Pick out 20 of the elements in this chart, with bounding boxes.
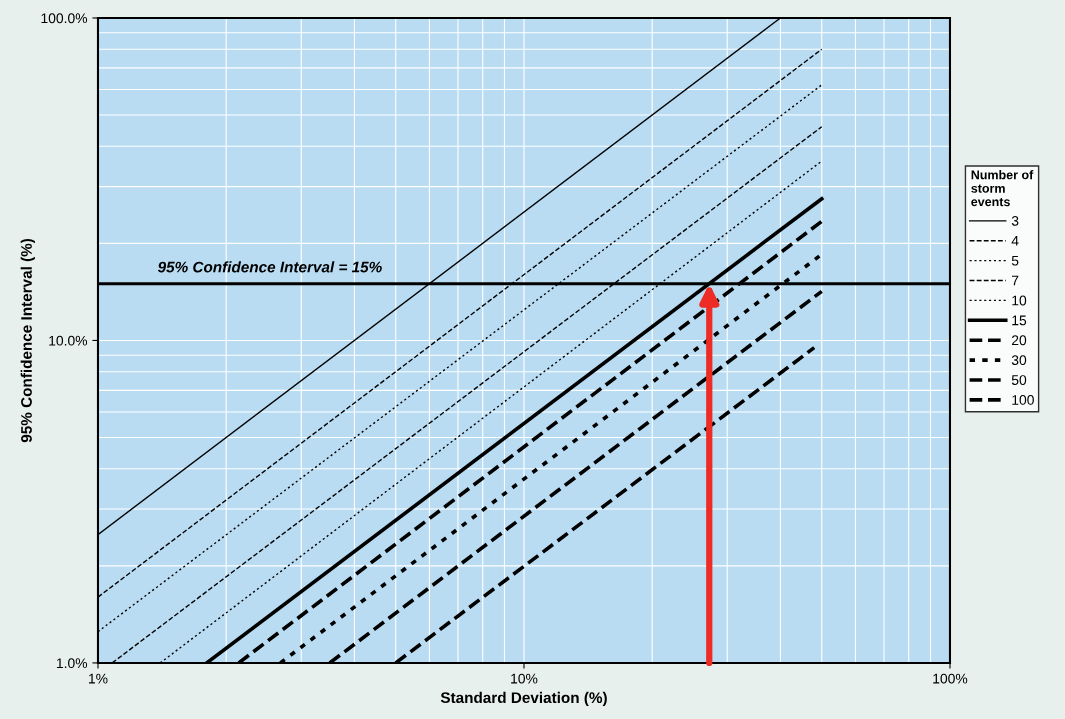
legend-label: 3	[1011, 216, 1019, 226]
legend-label: 50	[1011, 375, 1027, 385]
legend-label: 5	[1011, 255, 1019, 266]
legend-label: 100	[1012, 395, 1034, 405]
x-tick-label: 100%	[933, 673, 968, 684]
legend-label: 10	[1012, 295, 1027, 306]
legend-label: 15	[1012, 315, 1027, 326]
legend-label: 30	[1011, 355, 1027, 366]
legend-title: Number of storm events	[971, 170, 1034, 207]
legend-label: 20	[1011, 335, 1027, 346]
y-tick-label: 10.0%	[49, 335, 88, 346]
x-tick-label: 10%	[511, 673, 538, 684]
y-tick-label: 1.0%	[56, 658, 88, 669]
y-axis-title: 95% Confidence Interval (%)	[20, 238, 35, 443]
y-tick-label: 100.0%	[41, 13, 88, 24]
x-tick-label: 1%	[89, 673, 108, 684]
ref-line-label: 95% Confidence Interval = 15%	[157, 261, 382, 273]
x-axis-title: Standard Deviation (%)	[440, 691, 607, 707]
legend-label: 7	[1011, 275, 1019, 286]
legend-label: 4	[1011, 236, 1019, 246]
